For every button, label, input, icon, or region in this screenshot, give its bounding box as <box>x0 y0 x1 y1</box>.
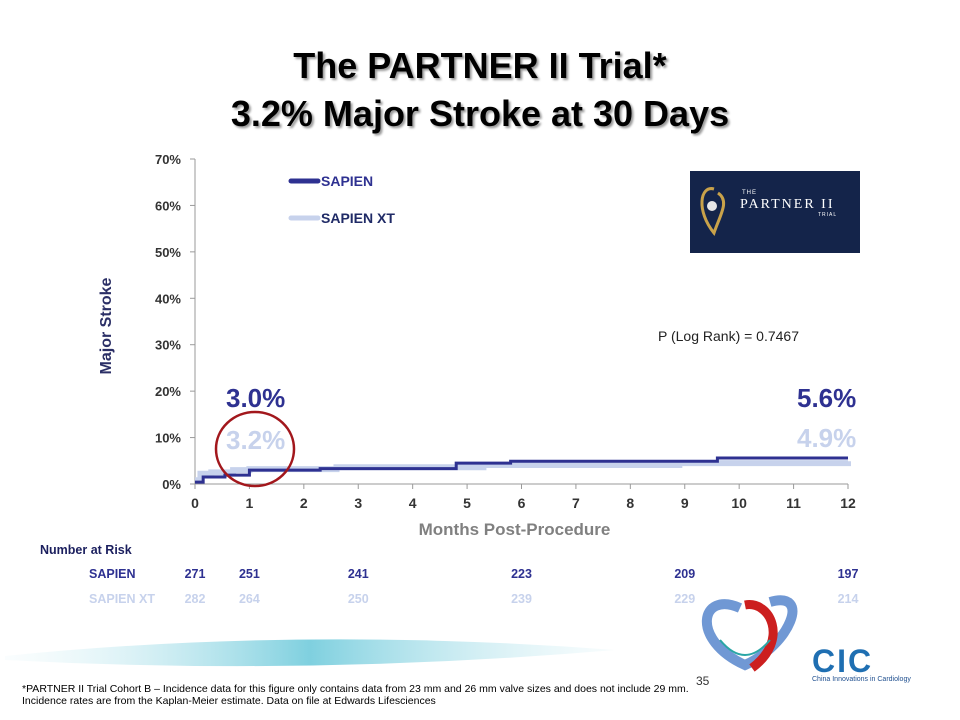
x-tick-label: 3 <box>354 495 362 511</box>
y-tick-label: 0% <box>162 477 181 492</box>
series-line-sapien <box>195 456 848 484</box>
p-value-label: P (Log Rank) = 0.7467 <box>658 328 799 344</box>
footnote-line-2: Incidence rates are from the Kaplan-Meie… <box>22 695 436 707</box>
footnote-line-1: *PARTNER II Trial Cohort B – Incidence d… <box>22 683 689 695</box>
y-tick-label: 40% <box>155 291 181 306</box>
risk-cell: 241 <box>347 567 369 581</box>
logo-sub-text: TRIAL <box>818 212 838 218</box>
risk-cell: 197 <box>837 567 859 581</box>
partner-ii-logo: THE PARTNER II TRIAL <box>690 171 860 253</box>
risk-cell: 251 <box>238 567 260 581</box>
logo-main-text: PARTNER II <box>740 197 835 212</box>
sapien-30day-label: 3.0% <box>226 383 285 413</box>
x-tick-label: 2 <box>300 495 308 511</box>
risk-row-label: SAPIEN XT <box>89 592 155 606</box>
x-tick-label: 1 <box>246 495 254 511</box>
y-tick-label: 30% <box>155 338 181 353</box>
partner-heart-icon <box>700 187 726 237</box>
x-tick-label: 7 <box>572 495 580 511</box>
x-tick-label: 9 <box>681 495 689 511</box>
y-tick-label: 70% <box>155 152 181 167</box>
legend-label: SAPIEN <box>321 173 373 189</box>
cic-logo-text: CIC <box>812 643 874 679</box>
footnote: *PARTNER II Trial Cohort B – Incidence d… <box>22 683 722 707</box>
y-tick-label: 60% <box>155 198 181 213</box>
risk-row-label: SAPIEN <box>89 567 136 581</box>
y-tick-label: 50% <box>155 245 181 260</box>
risk-cell: 271 <box>184 567 206 581</box>
slide-subtitle: 3.2% Major Stroke at 30 Days <box>230 93 730 134</box>
cic-logo-subtitle: China Innovations in Cardiology <box>812 676 911 683</box>
y-axis-title: Major Stroke <box>98 277 115 374</box>
risk-cell: 250 <box>347 592 369 606</box>
x-tick-label: 12 <box>840 495 856 511</box>
x-tick-label: 0 <box>191 495 199 511</box>
risk-cell: 209 <box>674 567 696 581</box>
x-tick-label: 8 <box>626 495 634 511</box>
risk-header: Number at Risk <box>40 543 132 557</box>
y-tick-label: 20% <box>155 384 181 399</box>
decorative-swoosh <box>5 639 615 667</box>
sapien-xt-30day-label: 3.2% <box>226 425 285 455</box>
page-number: 35 <box>696 674 710 688</box>
legend-label: SAPIEN XT <box>321 210 395 226</box>
sapien-12month-label: 5.6% <box>797 383 856 413</box>
x-tick-label: 4 <box>409 495 417 511</box>
chart-legend: SAPIEN SAPIEN XT <box>288 173 395 226</box>
y-tick-label: 10% <box>155 431 181 446</box>
risk-cell: 282 <box>184 592 206 606</box>
risk-cell: 223 <box>511 567 532 581</box>
x-tick-label: 6 <box>518 495 526 511</box>
risk-cell: 264 <box>238 592 260 606</box>
chart-series <box>195 456 851 484</box>
sapien-xt-12month-label: 4.9% <box>797 423 856 453</box>
slide-title: The PARTNER II Trial* <box>293 45 667 86</box>
highlight-circle <box>214 410 296 488</box>
x-axis-title: Months Post-Procedure <box>419 520 611 539</box>
x-tick-label: 10 <box>731 495 747 511</box>
risk-cell: 214 <box>837 592 859 606</box>
risk-cell: 229 <box>674 592 696 606</box>
risk-cell: 239 <box>511 592 532 606</box>
cic-heart-logo <box>701 595 798 672</box>
x-tick-label: 11 <box>786 495 801 511</box>
x-tick-label: 5 <box>463 495 471 511</box>
logo-small-text: THE <box>742 190 757 196</box>
chart-axes: 0%10%20%30%40%50%60%70%0 1 2 3 4 5 6 7 8 9 10 11 12M… <box>98 152 856 539</box>
